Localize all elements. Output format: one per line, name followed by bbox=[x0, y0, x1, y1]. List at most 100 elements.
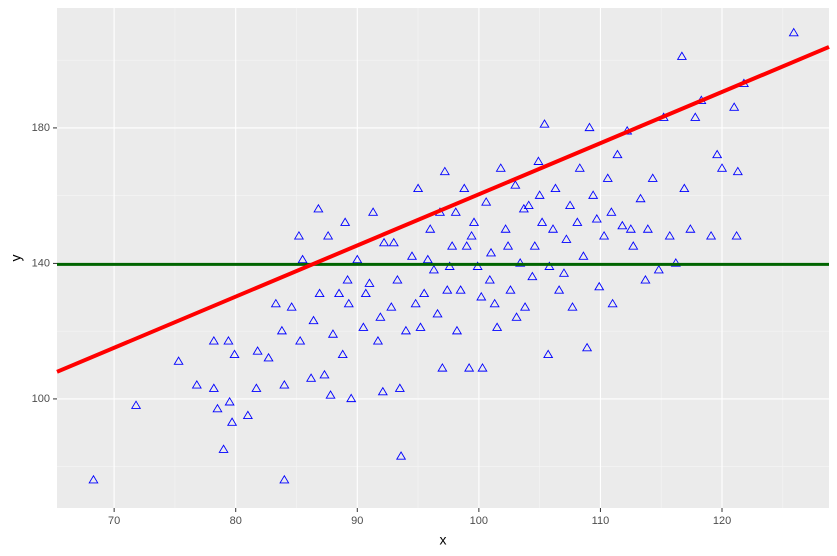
point bbox=[422, 254, 433, 264]
point bbox=[263, 352, 274, 362]
point bbox=[459, 183, 470, 193]
point bbox=[679, 183, 690, 193]
point bbox=[505, 285, 516, 294]
point bbox=[242, 410, 253, 420]
point bbox=[558, 268, 570, 277]
point bbox=[612, 149, 623, 159]
point bbox=[313, 203, 324, 213]
point bbox=[450, 207, 461, 216]
point bbox=[358, 322, 369, 331]
point bbox=[485, 247, 497, 257]
point bbox=[599, 230, 610, 240]
point bbox=[428, 264, 439, 274]
point bbox=[319, 369, 330, 379]
point bbox=[208, 383, 219, 392]
point bbox=[594, 281, 605, 291]
point bbox=[343, 298, 354, 308]
point bbox=[325, 390, 336, 399]
point bbox=[732, 166, 743, 176]
point bbox=[518, 203, 529, 213]
point bbox=[276, 325, 287, 335]
point bbox=[270, 298, 281, 308]
point bbox=[425, 224, 436, 233]
point bbox=[410, 298, 421, 308]
point bbox=[413, 183, 424, 193]
point bbox=[333, 288, 345, 298]
point bbox=[670, 258, 681, 267]
point bbox=[388, 237, 399, 247]
point bbox=[308, 315, 319, 325]
point bbox=[342, 274, 353, 284]
point bbox=[464, 363, 475, 372]
point bbox=[729, 102, 740, 111]
point bbox=[527, 271, 538, 281]
point bbox=[716, 163, 728, 172]
point bbox=[340, 217, 351, 226]
point bbox=[539, 119, 550, 128]
point bbox=[529, 241, 540, 250]
point bbox=[591, 214, 602, 223]
point bbox=[439, 166, 450, 176]
point bbox=[511, 312, 522, 321]
point bbox=[378, 237, 390, 247]
point bbox=[617, 220, 628, 230]
point bbox=[477, 363, 488, 372]
point bbox=[386, 302, 397, 311]
point bbox=[510, 180, 521, 189]
point bbox=[628, 241, 639, 250]
point bbox=[543, 349, 554, 359]
point bbox=[442, 285, 453, 294]
point bbox=[377, 386, 388, 396]
point bbox=[223, 335, 234, 345]
point bbox=[547, 224, 559, 233]
x-tick-label: 110 bbox=[592, 515, 610, 527]
y-axis-label: y bbox=[8, 255, 24, 262]
point bbox=[212, 403, 223, 413]
point bbox=[572, 217, 583, 226]
point bbox=[437, 363, 448, 372]
point bbox=[484, 274, 495, 284]
x-tick-label: 70 bbox=[108, 515, 120, 527]
point bbox=[286, 302, 297, 311]
point bbox=[731, 230, 742, 240]
point bbox=[395, 451, 407, 460]
x-tick-label: 120 bbox=[713, 515, 731, 527]
x-tick-label: 80 bbox=[230, 515, 242, 527]
point bbox=[364, 278, 375, 287]
point bbox=[550, 183, 561, 193]
point bbox=[88, 474, 99, 484]
point bbox=[588, 190, 599, 199]
point bbox=[314, 288, 325, 298]
point bbox=[352, 254, 363, 264]
point bbox=[466, 230, 477, 240]
point bbox=[455, 285, 466, 294]
point bbox=[706, 230, 717, 240]
point bbox=[375, 312, 386, 321]
point bbox=[567, 302, 578, 311]
point bbox=[676, 51, 687, 60]
point bbox=[537, 217, 548, 226]
point bbox=[461, 241, 472, 250]
point bbox=[582, 342, 593, 352]
point bbox=[489, 298, 500, 308]
point bbox=[584, 122, 595, 132]
point bbox=[534, 190, 545, 199]
point bbox=[523, 200, 534, 209]
point bbox=[578, 251, 589, 260]
point bbox=[400, 325, 411, 335]
point bbox=[392, 274, 403, 284]
y-tick-label: 180 bbox=[32, 122, 50, 134]
y-tick-label: 140 bbox=[32, 257, 50, 269]
point bbox=[712, 149, 723, 159]
point bbox=[208, 335, 219, 345]
point bbox=[297, 254, 308, 264]
point bbox=[360, 288, 371, 298]
x-tick-label: 100 bbox=[470, 515, 488, 527]
point bbox=[602, 173, 613, 182]
point bbox=[406, 251, 418, 260]
point bbox=[642, 224, 653, 233]
point bbox=[664, 230, 675, 240]
point bbox=[468, 217, 480, 226]
